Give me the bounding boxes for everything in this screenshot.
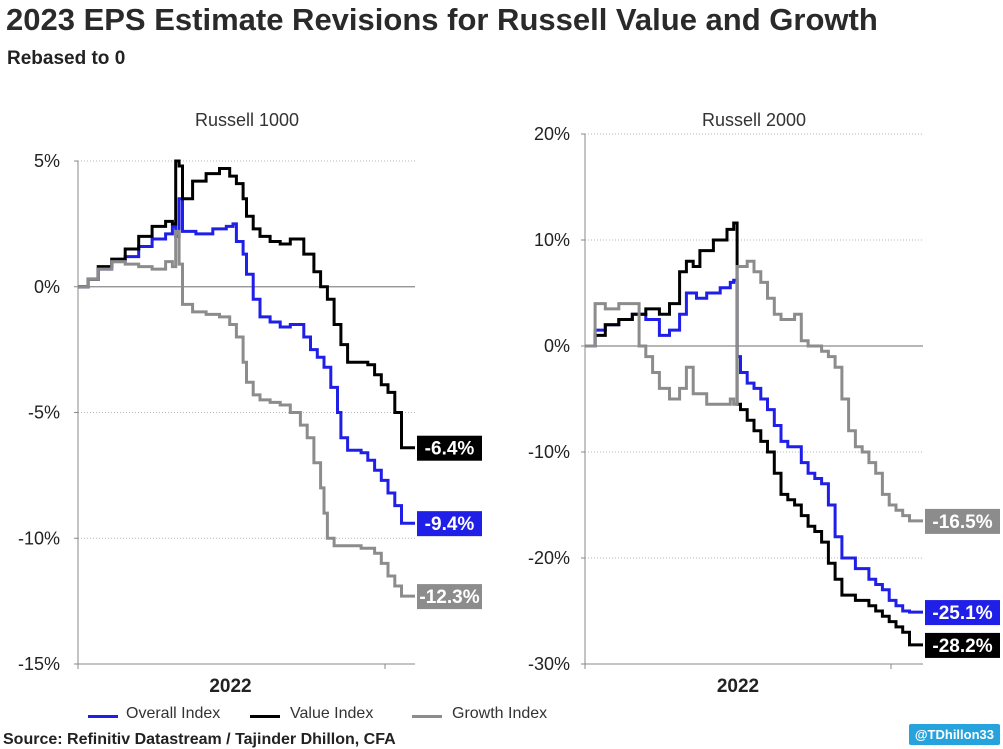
- chart-title: 2023 EPS Estimate Revisions for Russell …: [6, 2, 878, 37]
- panel1-end-label-box-overall-index: [417, 511, 482, 537]
- panel2-ytick-label: 20%: [534, 124, 570, 144]
- panel1-ytick-label: -10%: [18, 528, 60, 548]
- panel1-ytick-label: -5%: [28, 403, 60, 423]
- panel2-title: Russell 2000: [702, 110, 806, 130]
- legend: Overall Index Value Index Growth Index: [0, 705, 700, 727]
- legend-label-overall: Overall Index: [126, 705, 221, 722]
- panel2-end-label-box-growth-index: [925, 508, 1000, 534]
- panel2-ytick-label: -10%: [528, 442, 570, 462]
- panel1-end-label-box-value-index: [417, 435, 482, 461]
- panel2-ytick-label: -20%: [528, 548, 570, 568]
- panel2-end-label-overall-index: -25.1%: [932, 603, 992, 624]
- panel1-title: Russell 1000: [195, 110, 299, 130]
- panel1-series-value-index: [78, 159, 415, 450]
- chart-subtitle: Rebased to 0: [7, 48, 126, 69]
- panel2-end-label-growth-index: -16.5%: [932, 512, 992, 533]
- panel2-ytick-label: 0%: [544, 336, 570, 356]
- panel2-series-growth-index: [585, 259, 923, 523]
- panel2-ytick-label: 10%: [534, 230, 570, 250]
- legend-swatch-overall: [88, 715, 118, 718]
- panel1-series-growth-index: [78, 229, 415, 598]
- legend-swatch-growth: [412, 715, 442, 718]
- panel1-series-overall-index: [78, 197, 415, 525]
- panel1-end-label-overall-index: -9.4%: [425, 514, 475, 535]
- source-note: Source: Refinitiv Datastream / Tajinder …: [3, 731, 396, 748]
- panel1-end-label-value-index: -6.4%: [425, 439, 475, 460]
- author-handle-badge[interactable]: @TDhillon33: [908, 724, 1000, 745]
- legend-swatch-value: [250, 715, 280, 718]
- panel1-ytick-label: 0%: [34, 277, 60, 297]
- panel2-end-label-box-overall-index: [925, 600, 1000, 626]
- panel1-end-label-box-growth-index: [417, 584, 482, 610]
- panel2-ytick-label: -30%: [528, 654, 570, 674]
- panel2-end-label-value-index: -28.2%: [932, 636, 992, 657]
- panel2-series-value-index: [585, 221, 923, 647]
- legend-label-value: Value Index: [290, 705, 374, 722]
- panel1-end-label-growth-index: -12.3%: [419, 587, 479, 608]
- panel1-ytick-label: 5%: [34, 151, 60, 171]
- panel2-x-label: 2022: [717, 676, 759, 697]
- panel1-ytick-label: -15%: [18, 654, 60, 674]
- panel2-end-label-box-value-index: [925, 632, 1000, 658]
- legend-label-growth: Growth Index: [452, 705, 548, 722]
- panel2-series-overall-index: [585, 278, 923, 614]
- panel1-x-label: 2022: [209, 676, 251, 697]
